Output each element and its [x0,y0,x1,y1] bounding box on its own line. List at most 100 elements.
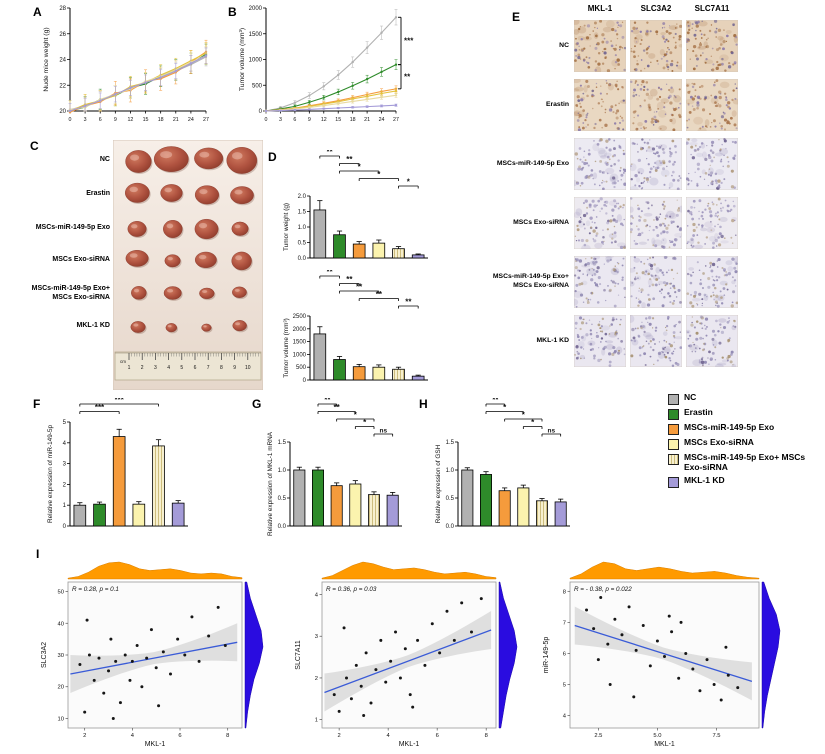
scatter-point [85,618,89,622]
series-point [351,100,354,103]
scatter-point [369,701,373,705]
bar-Erastin [333,234,346,259]
tumor-row-label: MSCs-miR-149-5p Exo [35,224,110,231]
scatter-point [394,630,398,634]
series-point [394,89,398,93]
tumor [163,286,182,300]
panel-a-letter: A [33,5,42,19]
ihc-tile-0-2 [686,20,738,72]
bar-NC [313,333,327,381]
scatter-point [479,597,483,601]
bar-MSCs-miR-149-5p Exo+ MSCs Exo-siRNA [536,500,549,527]
scatter-point [111,716,115,720]
panel-g-mkl1-bar-chart: 0.0 0.5 1.0 1.5 Relative expression of MKL-1… [264,398,406,536]
significance-label: ** [346,155,353,164]
bar-MSCs-miR-149-5p Exo [112,436,126,527]
svg-text:2: 2 [315,676,318,682]
ihc-tile-2-2 [686,138,738,190]
bar-MKL-1 KD [171,502,185,527]
ihc-tile-5-0 [574,315,626,367]
tumor [194,185,219,205]
scatter-point [634,648,638,652]
scatter-point [362,713,366,717]
series-point [380,96,383,99]
series-point [279,109,282,112]
significance-label: ** [334,403,341,412]
scatter-point [613,617,617,621]
svg-text:4: 4 [387,733,391,739]
series-line [265,16,397,112]
scatter-point [379,638,383,642]
svg-text:1500: 1500 [293,340,307,346]
series-point [337,102,340,105]
bar-MSCs-miR-149-5p Exo+ MSCs Exo-siRNA [392,368,405,381]
series-point [380,92,383,95]
scatter-point [168,672,172,676]
bar-NC [73,504,87,527]
series-point [293,108,297,112]
svg-text:0: 0 [63,524,67,530]
scatter-point [135,643,139,647]
significance-label: ** [376,290,383,299]
bar-MSCs-miR-149-5p Exo [352,366,366,381]
scatter-point [114,659,118,663]
series-point [322,104,325,107]
scatter-point [157,704,161,708]
series-line [265,104,397,112]
svg-text:1000: 1000 [249,58,263,64]
series-point [351,60,354,64]
tumor [194,147,224,170]
x-axis-label: MKL-1 [654,741,675,748]
ihc-tile-3-0 [574,197,626,249]
ruler-number: 4 [167,365,170,371]
ihc-tile-0-1 [630,20,682,72]
svg-text:6: 6 [563,651,566,657]
svg-text:18: 18 [158,117,164,123]
svg-text:9: 9 [308,117,311,123]
scatter-point [698,689,702,693]
svg-text:0: 0 [265,117,268,123]
tumor-row-label: MSCs Exo-siRNA [52,256,110,263]
series-point [322,96,325,99]
scatter-point [364,651,368,655]
bar-MKL-1 KD [411,375,425,381]
scatter-point [641,623,645,627]
scatter-point [398,676,402,680]
scatter-point [627,605,631,609]
series-point [365,105,369,108]
scatter-point [349,697,353,701]
legend-swatch [668,439,679,450]
scatter-point [345,676,349,680]
panel-h-gsh-bar-chart: 0.0 0.5 1.0 1.5 Relative expression of GSH **… [432,398,574,536]
series-point [322,85,325,88]
tumor [231,251,252,271]
series-point [114,93,117,96]
series-point [159,76,162,79]
bar-NC [313,209,327,259]
series-point [365,77,369,81]
scatter-point [389,659,393,663]
svg-text:40: 40 [58,621,64,627]
scatter-point [130,659,134,663]
scatter-point [423,663,427,667]
svg-text:50: 50 [58,590,64,596]
legend-label: MSCs-miR-149-5p Exo [684,422,775,432]
scatter-point [655,639,659,643]
scatter-point [207,634,211,638]
significance-label: *** [404,36,414,45]
svg-text:2000: 2000 [293,327,307,333]
scatter-point [596,658,600,662]
svg-text:1.0: 1.0 [298,225,307,231]
svg-text:1.0: 1.0 [278,468,287,474]
svg-text:24: 24 [188,117,194,123]
significance-label: ** [405,298,412,307]
panel-d-tumor-weight-bar-chart: 0.0 0.5 1.0 1.5 2.0 Tumor weight (g) ** ** * * * [280,150,432,268]
tumor-row-label: MKL-1 KD [76,322,110,329]
panel-a-mice-weight-line-chart: 20 22 24 26 28 0 3 6 9 12 15 18 21 24 27 Nude mice weig… [40,2,214,126]
scatter-point [679,620,683,624]
series-point [308,94,311,97]
scatter-point [719,698,723,702]
scatter-point [726,673,730,677]
svg-text:4: 4 [315,593,319,599]
